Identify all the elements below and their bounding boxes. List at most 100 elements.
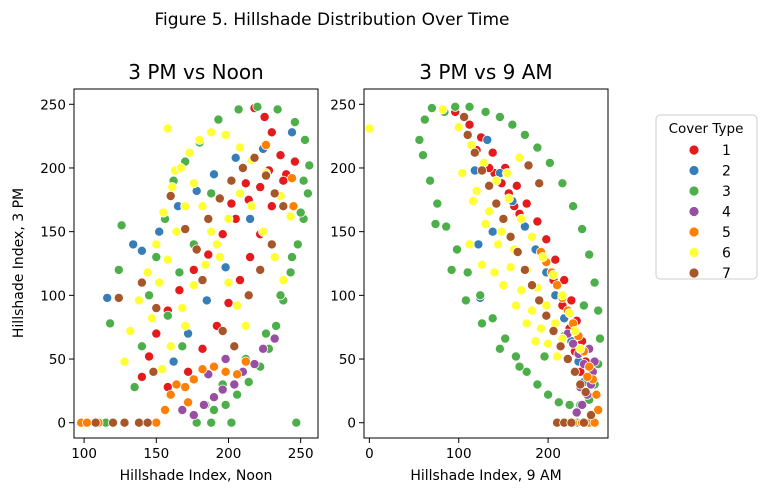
point-type-5 xyxy=(232,369,243,380)
point-type-6 xyxy=(514,152,525,163)
legend-label-2: 2 xyxy=(722,164,731,180)
y-tick-label: 150 xyxy=(330,225,356,241)
point-type-3 xyxy=(289,117,300,128)
point-type-6 xyxy=(206,127,217,138)
legend-marker-1 xyxy=(688,144,700,156)
legend-marker-5 xyxy=(688,226,700,238)
point-type-7 xyxy=(541,310,552,321)
point-type-6 xyxy=(180,201,191,212)
point-type-1 xyxy=(203,249,214,260)
legend-label-5: 5 xyxy=(722,225,731,241)
point-type-3 xyxy=(446,264,457,275)
point-type-3 xyxy=(577,224,588,235)
point-type-4 xyxy=(249,359,260,370)
point-type-2 xyxy=(168,356,179,367)
point-type-6 xyxy=(552,351,563,362)
point-type-3 xyxy=(232,389,243,400)
point-type-3 xyxy=(494,343,505,354)
point-type-1 xyxy=(217,229,228,240)
y-tick-label: 50 xyxy=(339,352,356,368)
panel-2-points xyxy=(364,101,606,428)
point-type-3 xyxy=(292,239,303,250)
point-type-6 xyxy=(527,305,538,316)
panel-1-x-ticks: 100 150 200 250 xyxy=(71,438,314,462)
point-type-6 xyxy=(234,188,245,199)
point-type-7 xyxy=(255,264,266,275)
point-type-6 xyxy=(464,239,475,250)
point-type-3 xyxy=(298,175,309,186)
point-type-7 xyxy=(165,190,176,201)
point-type-6 xyxy=(119,356,130,367)
point-type-6 xyxy=(505,262,516,273)
point-type-6 xyxy=(177,303,188,314)
point-type-2 xyxy=(220,262,231,273)
panel-noon: 3 PM vs Noon 100 150 200 250 0 50 100 150 200 25… xyxy=(11,60,319,484)
point-type-1 xyxy=(188,264,199,275)
point-type-7 xyxy=(462,129,473,140)
point-type-7 xyxy=(566,417,577,428)
point-type-6 xyxy=(569,325,580,336)
point-type-6 xyxy=(541,300,552,311)
legend-label-7: 7 xyxy=(722,266,731,282)
point-type-6 xyxy=(557,290,568,301)
point-type-1 xyxy=(275,150,286,161)
point-type-6 xyxy=(200,259,211,270)
point-type-7 xyxy=(217,325,228,336)
point-type-7 xyxy=(523,160,534,171)
point-type-3 xyxy=(291,417,302,428)
point-type-6 xyxy=(157,364,168,375)
point-type-7 xyxy=(484,180,495,191)
point-type-6 xyxy=(142,267,153,278)
point-type-7 xyxy=(90,417,101,428)
point-type-6 xyxy=(240,320,251,331)
point-type-7 xyxy=(237,162,248,173)
panel-1-y-ticks: 0 50 100 150 200 250 xyxy=(40,97,74,432)
legend-label-6: 6 xyxy=(722,246,731,262)
point-type-6 xyxy=(151,239,162,250)
legend-frame xyxy=(655,114,758,280)
point-type-4 xyxy=(177,404,188,415)
panel-2-y-ticks: 0 50 100 150 200 250 xyxy=(330,97,364,432)
point-type-1 xyxy=(234,275,245,286)
point-type-7 xyxy=(249,152,260,163)
point-type-1 xyxy=(174,285,185,296)
point-type-3 xyxy=(275,290,286,301)
point-type-3 xyxy=(432,198,443,209)
point-type-1 xyxy=(487,147,498,158)
point-type-6 xyxy=(489,267,500,278)
point-type-3 xyxy=(271,320,282,331)
point-type-1 xyxy=(144,351,155,362)
panel-1-frame xyxy=(73,88,319,439)
point-type-5 xyxy=(82,417,93,428)
point-type-7 xyxy=(519,264,530,275)
point-type-3 xyxy=(285,267,296,278)
point-type-6 xyxy=(223,213,234,224)
point-type-3 xyxy=(584,249,595,260)
point-type-6 xyxy=(162,254,173,265)
point-type-3 xyxy=(430,218,441,229)
y-tick-label: 200 xyxy=(330,161,356,177)
point-type-4 xyxy=(269,333,280,344)
point-type-1 xyxy=(541,234,552,245)
point-type-5 xyxy=(593,404,604,415)
point-type-6 xyxy=(175,162,186,173)
y-tick-label: 250 xyxy=(330,97,356,113)
point-type-3 xyxy=(233,104,244,115)
point-type-7 xyxy=(151,303,162,314)
point-type-3 xyxy=(589,277,600,288)
point-type-3 xyxy=(514,361,525,372)
point-type-6 xyxy=(527,231,538,242)
point-type-6 xyxy=(453,122,464,133)
point-type-3 xyxy=(299,134,310,145)
panel-2-x-ticks: 0 100 200 xyxy=(365,438,561,462)
point-type-5 xyxy=(165,389,176,400)
point-type-5 xyxy=(260,139,271,150)
point-type-7 xyxy=(278,201,289,212)
point-type-4 xyxy=(229,379,240,390)
point-type-6 xyxy=(501,168,512,179)
point-type-6 xyxy=(125,325,136,336)
point-type-4 xyxy=(571,407,582,418)
point-type-7 xyxy=(491,198,502,209)
figure-suptitle: Figure 5. Hillshade Distribution Over Ti… xyxy=(154,10,509,30)
point-type-6 xyxy=(484,206,495,217)
